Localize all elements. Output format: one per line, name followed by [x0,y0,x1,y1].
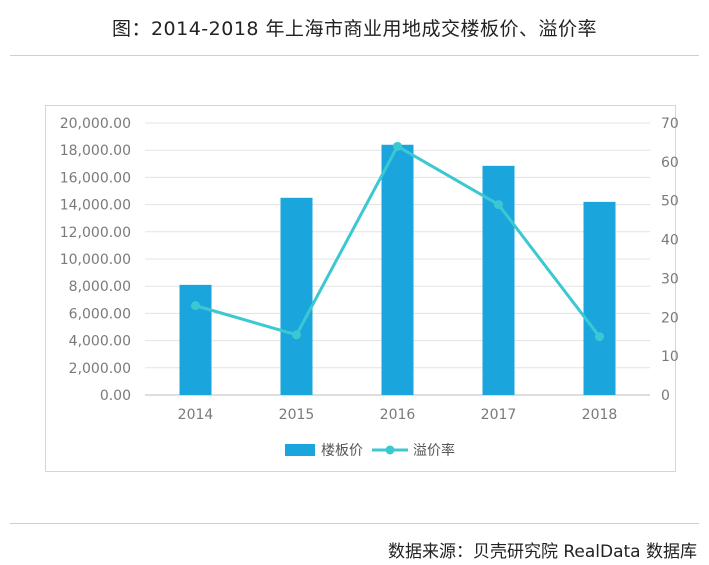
x-tick-label: 2016 [380,407,416,423]
y-left-tick-label: 14,000.00 [60,198,131,214]
y-left-tick-label: 12,000.00 [60,225,131,241]
y-left-tick-label: 20,000.00 [60,116,131,132]
y-left-tick-label: 2,000.00 [69,361,131,377]
y-right-tick-label: 60 [661,155,679,171]
y-left-tick-label: 10,000.00 [60,252,131,268]
y-left-tick-label: 18,000.00 [60,143,131,159]
bar [381,144,414,395]
x-tick-label: 2018 [582,407,618,423]
y-left-tick-label: 0.00 [100,388,131,404]
line-point [494,200,503,210]
y-right-tick-label: 30 [661,271,679,287]
y-right-tick-label: 50 [661,194,679,210]
x-tick-label: 2017 [481,407,517,423]
line-point [393,141,402,151]
x-tick-label: 2015 [279,407,315,423]
legend-label: 溢价率 [413,442,455,459]
y-left-tick-label: 4,000.00 [69,334,131,350]
chart-panel [45,105,676,472]
legend-label: 楼板价 [321,443,363,459]
chart-title: 图：2014-2018 年上海市商业用地成交楼板价、溢价率 [111,18,598,40]
y-right-tick-label: 20 [661,310,679,326]
y-left-tick-label: 8,000.00 [69,279,131,295]
line-point [191,301,200,311]
y-left-tick-label: 16,000.00 [60,170,131,186]
y-right-tick-label: 70 [661,116,679,132]
source-divider [10,523,699,524]
bar [583,201,616,395]
legend-bar-swatch [285,444,315,456]
title-divider [10,55,699,56]
line-point [595,332,604,342]
y-right-tick-label: 10 [661,349,679,365]
source-note: 数据来源：贝壳研究院 RealData 数据库 [387,542,697,562]
x-tick-label: 2014 [178,407,214,423]
line-point [292,330,301,340]
y-right-tick-label: 40 [661,233,679,249]
y-left-tick-label: 6,000.00 [69,306,131,322]
y-right-tick-label: 0 [661,388,670,404]
bar [280,197,313,395]
legend-line-marker [385,445,395,455]
